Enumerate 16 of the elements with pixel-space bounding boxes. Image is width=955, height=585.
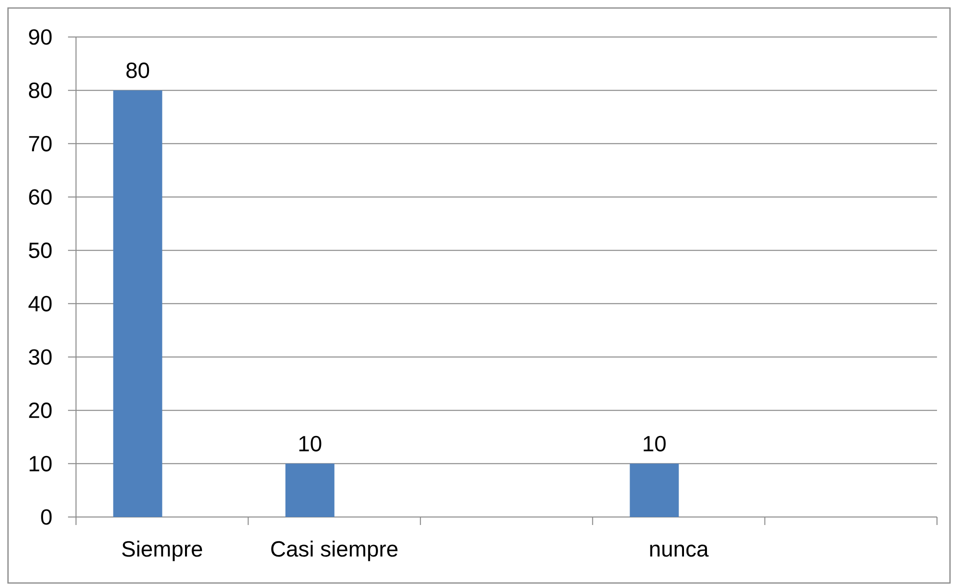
y-tick-label: 70 (29, 136, 52, 152)
y-tick-label: 50 (28, 242, 52, 258)
y-tick-label: 20 (29, 402, 52, 418)
y-tick-label: 40 (28, 296, 52, 312)
y-tick-label: 0 (41, 509, 52, 525)
y-tick-label: 60 (29, 189, 52, 205)
y-tick-label: 80 (28, 82, 52, 98)
x-tick-label: nunca (650, 544, 709, 557)
data-label: 10 (644, 436, 666, 452)
x-tick-label: Siempre (122, 540, 202, 562)
x-tick-label: Casi siempre (271, 540, 398, 562)
y-tick-label: 30 (28, 349, 52, 365)
y-tick-label: 10 (30, 456, 52, 472)
data-label: 10 (299, 436, 322, 452)
data-label: 80 (126, 62, 150, 78)
y-tick-label: 90 (29, 29, 52, 45)
